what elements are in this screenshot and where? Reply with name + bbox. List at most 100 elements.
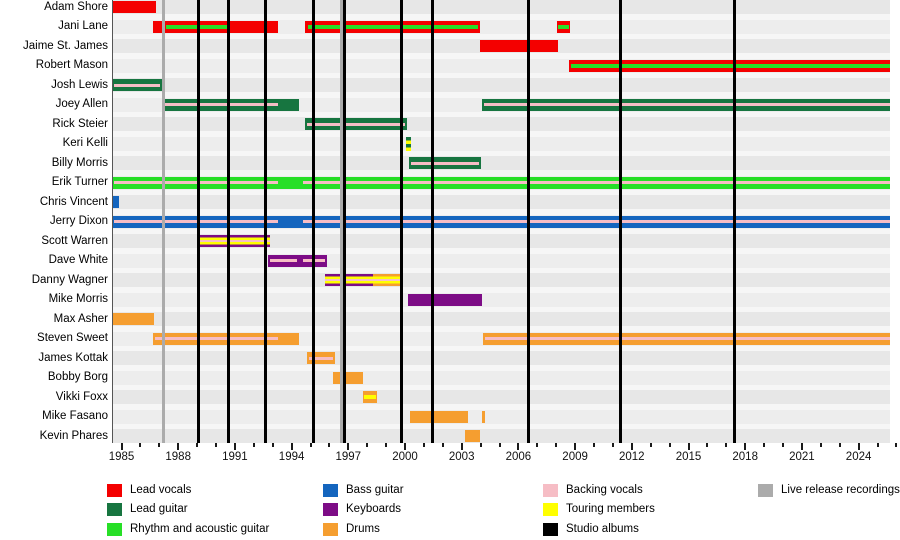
studio-album-line [430,0,434,443]
x-axis-tick-label: 2015 [675,451,702,463]
x-axis-tick-label: 2009 [562,451,588,463]
minor-tick [479,443,482,447]
legend-swatch-gray [758,484,773,497]
legend-label: Studio albums [566,522,639,535]
minor-tick [158,443,161,447]
row-band [112,390,890,404]
x-axis-tick-label: 2018 [732,451,758,463]
pink-stripe [485,337,890,340]
timeline-bar [112,176,890,189]
pink-stripe [308,356,333,360]
legend-label: Touring members [566,503,655,516]
studio-album-line [732,0,736,443]
member-label: Jani Lane [58,20,108,32]
legend-label: Drums [346,522,380,535]
studio-album-line [619,0,623,443]
minor-tick [895,443,898,447]
studio-album-line [312,0,316,443]
legend-label: Lead vocals [130,484,192,496]
timeline-bar [112,79,162,91]
x-axis-tick-label: 2021 [789,451,815,463]
pink-stripe [113,220,279,223]
member-label: Joey Allen [55,98,108,110]
member-label: Bobby Borg [47,371,108,383]
timeline-bar [405,136,411,151]
minor-tick [838,443,841,447]
row-band [112,312,890,326]
major-tick [630,443,633,450]
studio-album-line [264,0,268,443]
member-label: James Kottak [38,351,108,364]
timeline-bar [305,118,408,130]
major-tick [687,443,690,450]
timeline-bar [408,293,482,306]
minor-tick [385,443,388,447]
pink-stripe [154,337,279,340]
legend-swatch-purple [323,503,338,517]
timeline-bar [409,410,469,423]
member-label: Erik Turner [51,176,108,188]
member-label: Max Asher [53,312,108,325]
pink-stripe [270,259,298,262]
studio-album-line [196,0,200,443]
row-band [112,409,890,424]
legend-swatch-brightgreen [107,522,122,536]
legend-swatch-red [107,484,122,497]
pink-stripe [164,103,279,106]
minor-tick [611,443,614,447]
member-label: Vikki Foxx [55,390,108,403]
timeline-bar [556,20,570,33]
major-tick [177,443,180,450]
x-axis-tick-label: 1994 [278,451,305,463]
timeline-bar [152,332,300,345]
minor-tick [196,443,199,447]
timeline-bar [325,274,374,286]
pink-stripe [113,181,279,184]
major-tick [404,443,406,450]
legend-label: Lead guitar [130,503,188,516]
minor-tick [139,443,142,447]
x-axis-tick-label: 2006 [505,451,532,463]
row-band [112,0,890,14]
minor-tick [782,443,784,447]
legend-swatch-orange [323,522,338,536]
timeline-bar [153,20,279,33]
timeline-bar [268,254,327,267]
major-tick [233,443,236,450]
timeline-bar [480,40,559,52]
member-label: Scott Warren [41,234,108,247]
minor-tick [876,443,879,447]
minor-tick [328,443,331,447]
member-label: Josh Lewis [51,78,108,91]
major-tick [517,443,520,450]
member-label: Jaime St. James [23,39,108,52]
member-label: Steven Sweet [37,332,108,344]
member-label: Chris Vincent [39,195,108,208]
legend-swatch-blue [323,484,338,497]
pink-stripe [113,83,161,87]
timeline-bar [363,391,377,403]
minor-tick [536,443,539,447]
row-band [112,273,890,287]
major-tick [120,443,123,450]
studio-album-line [226,0,230,443]
x-axis-tick-label: 2012 [619,451,645,463]
pink-stripe [483,103,890,106]
minor-tick [725,443,728,447]
timeline-bar [112,196,119,208]
timeline-plot-area: Adam Shore Jani Lane Jaime St. James Robert… [23,0,890,443]
timeline-bar [161,98,299,111]
brightgreen-stripe [307,24,478,29]
legend-label: Keyboards [346,503,401,516]
minor-tick [422,443,425,447]
timeline-bar [333,371,364,384]
x-axis-tick-label: 1991 [222,451,248,463]
timeline-bar [408,157,481,169]
plot-left-edge [111,0,113,443]
timeline-bar [465,430,481,442]
legend-label: Bass guitar [346,484,404,496]
member-label: Jerry Dixon [49,215,108,227]
row-band [112,429,890,443]
timeline-bar [481,410,485,423]
minor-tick [668,443,671,447]
